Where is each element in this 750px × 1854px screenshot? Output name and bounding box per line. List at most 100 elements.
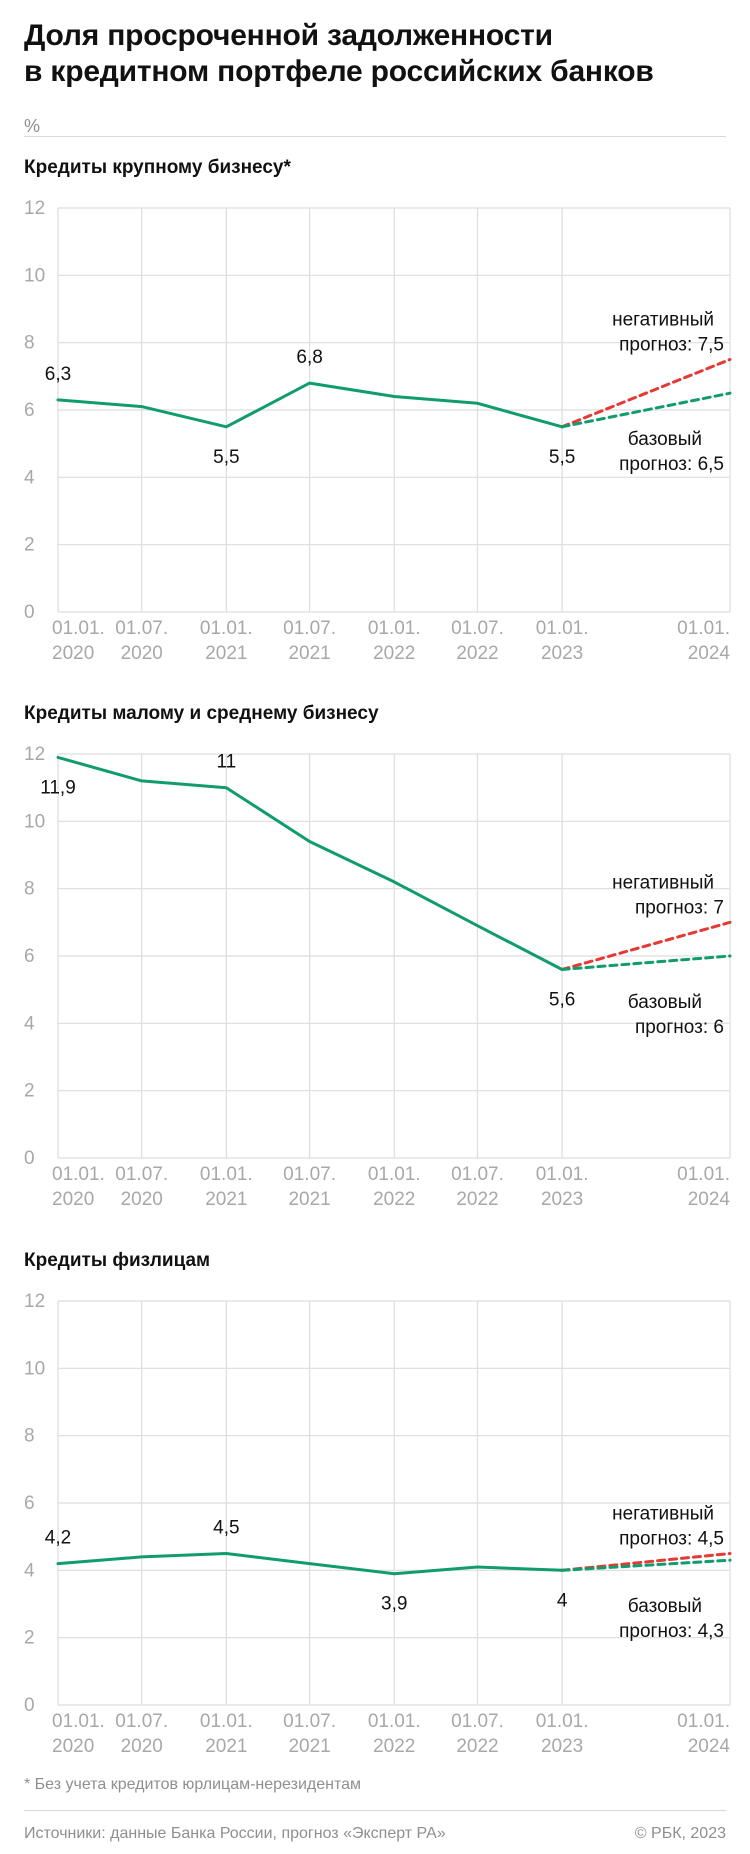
x-tick-label-day: 01.01. bbox=[677, 1164, 730, 1185]
x-tick-label-year: 2020 bbox=[121, 1736, 163, 1757]
x-tick-label-year: 2020 bbox=[52, 1189, 94, 1210]
y-tick-label: 6 bbox=[24, 400, 35, 421]
y-tick-label: 4 bbox=[24, 467, 35, 488]
x-tick-label-day: 01.07. bbox=[451, 1164, 504, 1185]
line-chart-sme: 0 2 4 6 8 10 12 01.01. 2020 01.07. 2020 01.01. 2021 0… bbox=[24, 744, 732, 1210]
actual-series-line bbox=[56, 381, 564, 429]
x-tick-label-day: 01.01. bbox=[368, 618, 421, 639]
y-tick-label: 10 bbox=[24, 811, 45, 832]
y-tick-label: 12 bbox=[24, 1291, 45, 1312]
forecast-baseline-label: базовый bbox=[628, 429, 702, 450]
x-tick-label-day: 01.01. bbox=[200, 1711, 253, 1732]
data-label: 5,6 bbox=[549, 989, 575, 1010]
y-tick-label: 8 bbox=[24, 1426, 35, 1447]
grid bbox=[57, 753, 731, 1159]
data-label: 5,5 bbox=[549, 447, 575, 468]
forecast-baseline-label: прогноз: 6,5 bbox=[619, 454, 724, 475]
x-tick-label-year: 2021 bbox=[288, 1189, 330, 1210]
actual-series-line bbox=[56, 755, 564, 971]
y-tick-label: 2 bbox=[24, 1081, 35, 1102]
y-tick-label: 8 bbox=[24, 333, 35, 354]
data-label: 4 bbox=[557, 1590, 568, 1611]
x-tick-label-day: 01.01. bbox=[677, 618, 730, 639]
line-chart-individuals: 0 2 4 6 8 10 12 01.01. 2020 01.07. 2020 01.01. 2021 0… bbox=[24, 1291, 732, 1757]
x-tick-label-year: 2022 bbox=[456, 643, 498, 664]
y-tick-label: 4 bbox=[24, 1560, 35, 1581]
copyright-text: © РБК, 2023 bbox=[634, 1825, 726, 1842]
data-label: 4,5 bbox=[213, 1518, 239, 1539]
chart-title: Кредиты физлицам bbox=[24, 1250, 211, 1271]
y-tick-label: 2 bbox=[24, 1628, 35, 1649]
x-tick-label-day: 01.01. bbox=[368, 1711, 421, 1732]
page-title-line-1: Доля просроченной задолженности bbox=[24, 19, 553, 52]
x-tick-label-day: 01.07. bbox=[451, 618, 504, 639]
header-divider bbox=[24, 136, 726, 137]
baseline-series-line bbox=[560, 954, 732, 971]
x-tick-label-year: 2021 bbox=[205, 643, 247, 664]
header: Доля просроченной задолженности в кредит… bbox=[24, 18, 724, 137]
x-tick-label-year: 2024 bbox=[688, 1736, 731, 1757]
x-tick-label-year: 2024 bbox=[688, 643, 731, 664]
x-tick-label-year: 2021 bbox=[288, 1736, 330, 1757]
y-tick-label: 12 bbox=[24, 744, 45, 765]
forecast-negative-label: прогноз: 7 bbox=[635, 897, 724, 918]
x-tick-label-year: 2020 bbox=[52, 1736, 94, 1757]
forecast-negative-label: негативный bbox=[612, 310, 714, 331]
x-tick-label-day: 01.01. bbox=[368, 1164, 421, 1185]
x-tick-label-day: 01.07. bbox=[283, 1711, 336, 1732]
data-label: 11 bbox=[216, 752, 236, 773]
y-tick-label: 0 bbox=[24, 602, 35, 623]
x-tick-label-year: 2021 bbox=[205, 1736, 247, 1757]
chart-title: Кредиты крупному бизнесу* bbox=[24, 157, 291, 178]
y-tick-label: 4 bbox=[24, 1013, 35, 1034]
x-tick-label-year: 2023 bbox=[541, 643, 583, 664]
x-tick-label-year: 2023 bbox=[541, 1736, 583, 1757]
negative-series-line bbox=[560, 920, 732, 971]
x-tick-label-day: 01.01. bbox=[52, 1711, 105, 1732]
baseline-series-line bbox=[560, 391, 732, 429]
x-tick-label-year: 2021 bbox=[288, 643, 330, 664]
x-tick-label-year: 2023 bbox=[541, 1189, 583, 1210]
x-tick-label-day: 01.07. bbox=[283, 618, 336, 639]
forecast-baseline-label: прогноз: 6 bbox=[635, 1017, 724, 1038]
x-tick-label-day: 01.01. bbox=[200, 618, 253, 639]
x-tick-label-day: 01.07. bbox=[115, 618, 168, 639]
x-tick-label-day: 01.01. bbox=[200, 1164, 253, 1185]
data-label: 4,2 bbox=[45, 1528, 71, 1549]
data-label: 6,8 bbox=[296, 347, 322, 368]
grid bbox=[57, 1300, 731, 1706]
data-label: 6,3 bbox=[45, 364, 71, 385]
y-tick-label: 10 bbox=[24, 1358, 45, 1379]
x-tick-label-year: 2020 bbox=[121, 1189, 163, 1210]
x-tick-label-day: 01.01. bbox=[536, 618, 589, 639]
unit-label: % bbox=[24, 116, 41, 136]
actual-series-line bbox=[56, 1552, 564, 1576]
forecast-baseline-label: прогноз: 4,3 bbox=[619, 1621, 724, 1642]
x-tick-label-year: 2022 bbox=[456, 1736, 498, 1757]
x-tick-label-year: 2021 bbox=[205, 1189, 247, 1210]
y-tick-label: 0 bbox=[24, 1148, 35, 1169]
data-label: 5,5 bbox=[213, 447, 239, 468]
page-title-line-2: в кредитном портфеле российских банков bbox=[24, 55, 654, 88]
y-tick-label: 0 bbox=[24, 1695, 35, 1716]
chart-title: Кредиты малому и среднему бизнесу bbox=[24, 703, 379, 724]
x-tick-label-day: 01.07. bbox=[451, 1711, 504, 1732]
forecast-baseline-label: базовый bbox=[628, 992, 702, 1013]
x-tick-label-year: 2022 bbox=[373, 1736, 415, 1757]
x-tick-label-year: 2022 bbox=[456, 1189, 498, 1210]
x-tick-label-day: 01.01. bbox=[677, 1711, 730, 1732]
x-tick-label-day: 01.07. bbox=[283, 1164, 336, 1185]
y-tick-label: 6 bbox=[24, 946, 35, 967]
x-tick-label-year: 2020 bbox=[52, 643, 94, 664]
y-tick-label: 2 bbox=[24, 535, 35, 556]
y-tick-label: 12 bbox=[24, 198, 45, 219]
footer-divider bbox=[24, 1810, 726, 1811]
x-tick-label-year: 2022 bbox=[373, 1189, 415, 1210]
x-tick-label-day: 01.01. bbox=[536, 1164, 589, 1185]
x-tick-label-year: 2024 bbox=[688, 1189, 731, 1210]
forecast-baseline-label: базовый bbox=[628, 1596, 702, 1617]
forecast-negative-label: негативный bbox=[612, 872, 714, 893]
page-title: Доля просроченной задолженности в кредит… bbox=[24, 18, 724, 90]
footnote: * Без учета кредитов юрлицам-нерезидента… bbox=[24, 1776, 361, 1793]
